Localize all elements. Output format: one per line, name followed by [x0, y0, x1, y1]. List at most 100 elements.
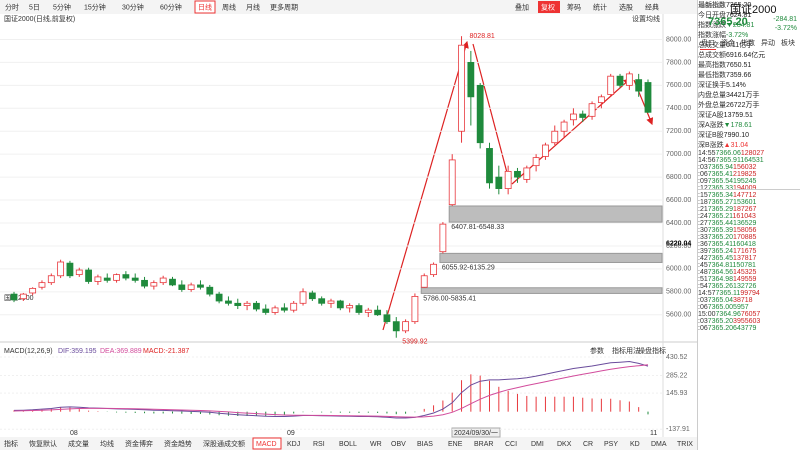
trade-row: :277365.44136529: [698, 220, 800, 227]
trade-time: :24: [698, 213, 708, 220]
tool-button[interactable]: 筹码: [567, 2, 581, 11]
candle-body: [383, 314, 391, 323]
indicator-tab[interactable]: 恢复默认: [29, 439, 57, 448]
indicator-tab[interactable]: BIAS: [417, 441, 433, 448]
trade-price: 7365.20: [707, 234, 734, 241]
trade-volume: 187267: [733, 206, 757, 213]
field-label: 指数涨幅: [698, 32, 726, 39]
field-row: 最高指数7650.51: [698, 60, 800, 70]
indicator-tab[interactable]: OBV: [391, 441, 406, 448]
indicator-tab[interactable]: 指标: [4, 439, 18, 448]
macd-tool[interactable]: 参数: [590, 346, 604, 355]
candle-body: [75, 269, 83, 276]
candle-body: [420, 275, 428, 288]
trade-time: :15: [698, 192, 708, 199]
macd-tick-label: -137.91: [666, 426, 690, 433]
indicator-tab[interactable]: KDJ: [287, 441, 300, 448]
field-label: 最新指数: [698, 2, 726, 9]
indicator-tab[interactable]: PSY: [604, 441, 618, 448]
trade-row: :067365.20643779: [698, 325, 800, 332]
candle-body: [85, 269, 92, 282]
period-tab[interactable]: 5分钟: [53, 2, 71, 11]
indicator-tab[interactable]: CCI: [505, 441, 517, 448]
indicator-tab[interactable]: 均线: [100, 439, 114, 448]
gap-label: 6055.92-6135.29: [442, 264, 495, 271]
indicator-tab[interactable]: 成交量: [68, 439, 89, 448]
gap-box: [439, 252, 663, 263]
trade-row: :397365.24171675: [698, 248, 800, 255]
trade-price: 7365.91: [715, 157, 741, 164]
field-row: 总成交量6.11亿手: [698, 40, 800, 50]
candle-body: [57, 261, 65, 277]
field-value: 7365.20: [726, 2, 752, 9]
indicator-tab[interactable]: KD: [630, 441, 640, 448]
trade-row: :337365.20170885: [698, 234, 800, 241]
indicator-tab[interactable]: BOLL: [339, 441, 357, 448]
candle-body: [570, 113, 577, 121]
trade-price: 7364.56: [707, 269, 734, 276]
quote-tab: 板块: [781, 40, 795, 47]
tool-button[interactable]: 选股: [619, 2, 633, 11]
tool-button[interactable]: 统计: [593, 2, 607, 11]
candle-body: [253, 302, 260, 310]
trade-time: :09: [698, 178, 708, 185]
macd-tool[interactable]: 指标用法: [612, 346, 640, 355]
trade-price: 7365.41: [707, 171, 734, 178]
trade-time: 14:56: [698, 157, 716, 164]
tool-button[interactable]: 复权: [541, 2, 555, 11]
trade-price: 7365.33: [707, 185, 734, 192]
code: 399303: [701, 3, 725, 10]
trade-row: 15:007364.9676057: [698, 311, 800, 318]
candle-body: [448, 159, 456, 206]
candle-body: [178, 284, 186, 290]
quote-panel: 399303 国证2000 7365.20 -284.81 -3.72% 盘口 资金 指数 异动…: [697, 0, 800, 450]
y-tick-label: 6200.00: [666, 243, 691, 250]
trade-volume: 128027: [740, 150, 765, 157]
candle-body: [551, 130, 559, 144]
indicator-tab[interactable]: WR: [370, 441, 382, 448]
candle-body: [206, 286, 214, 295]
indicator-tab[interactable]: MACD: [256, 441, 277, 448]
indicator-tab[interactable]: 深股通成交额: [203, 439, 245, 448]
indicator-tab[interactable]: RSI: [313, 441, 325, 448]
arrow: [472, 43, 512, 186]
trade-time: :42: [698, 255, 708, 262]
trade-row: :547365.26132726: [698, 283, 800, 290]
period-tab[interactable]: 30分钟: [122, 2, 144, 11]
macd-tool[interactable]: 操盘指标: [638, 346, 666, 355]
ma-setting[interactable]: 设置均线: [632, 14, 660, 23]
period-tab[interactable]: 更多周期: [270, 2, 298, 11]
indicator-tab[interactable]: TRIX: [677, 441, 693, 448]
tool-button[interactable]: 经典: [645, 2, 659, 11]
period-tab[interactable]: 15分钟: [84, 2, 106, 11]
trade-volume: 3955603: [733, 318, 761, 325]
macd-tick-label: 285.22: [666, 372, 688, 379]
period-tab[interactable]: 日线: [198, 2, 212, 11]
indicator-tab[interactable]: CR: [583, 441, 593, 448]
trade-price: 7364.98: [707, 276, 734, 283]
period-tab[interactable]: 60分钟: [160, 2, 182, 11]
indicator-tab[interactable]: ENE: [448, 441, 463, 448]
indicator-tab[interactable]: 资金趋势: [164, 439, 192, 448]
indicator-tab[interactable]: BRAR: [474, 441, 493, 448]
candle-body: [215, 293, 223, 302]
indicator-tab[interactable]: DMI: [531, 441, 544, 448]
tool-button[interactable]: 叠加: [515, 2, 529, 11]
trade-time: :27: [698, 220, 708, 227]
field-row: 指数涨幅-3.72%: [698, 30, 800, 40]
trade-time: :12: [698, 185, 708, 192]
indicator-tab[interactable]: DKX: [557, 441, 572, 448]
candle-body: [38, 282, 46, 288]
period-tab[interactable]: 5日: [29, 3, 40, 11]
indicator-tab[interactable]: DMA: [651, 441, 667, 448]
period-tab[interactable]: 月线: [246, 2, 260, 11]
period-tab[interactable]: 分时: [5, 2, 19, 11]
quote-tab: 指数: [741, 40, 755, 47]
trade-time: :03: [698, 164, 708, 171]
field-value: 7650.51: [726, 62, 752, 69]
trade-time: 14:55: [698, 150, 716, 157]
macd-tick-label: 430.52: [666, 354, 688, 361]
high-label: 8028.81: [470, 33, 495, 40]
period-tab[interactable]: 周线: [222, 2, 236, 11]
indicator-tab[interactable]: 资金博弈: [125, 439, 153, 448]
